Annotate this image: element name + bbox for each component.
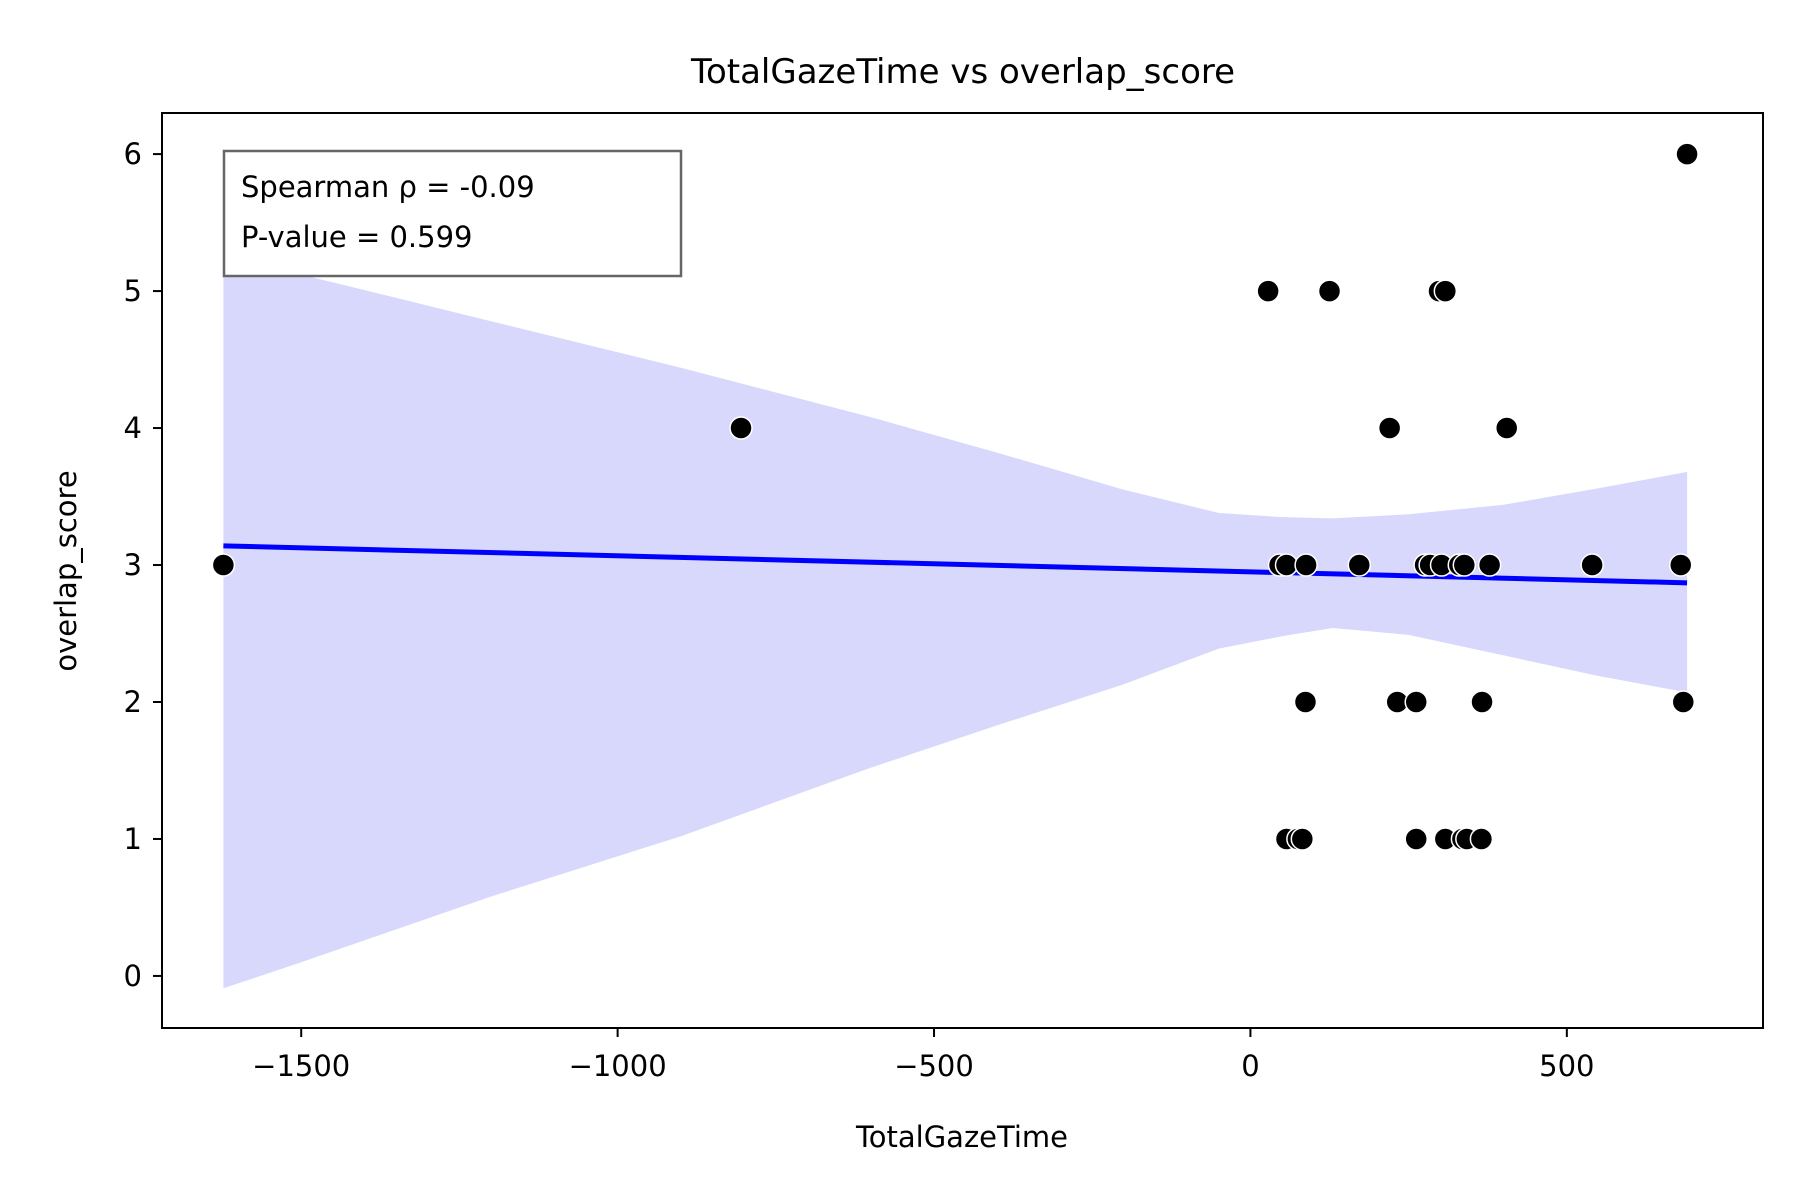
y-tick-label: 6 bbox=[124, 137, 142, 171]
data-point bbox=[1470, 690, 1494, 714]
y-axis-label: overlap_score bbox=[49, 470, 83, 671]
data-point bbox=[1347, 553, 1372, 577]
y-tick-label: 0 bbox=[124, 959, 142, 993]
data-point bbox=[1404, 690, 1428, 714]
data-point bbox=[1477, 553, 1502, 577]
y-axis: 0 1 2 3 4 5 6 bbox=[124, 137, 162, 993]
spearman-text: Spearman ρ = -0.09 bbox=[241, 170, 535, 204]
data-point bbox=[729, 416, 753, 440]
y-tick-label: 5 bbox=[124, 274, 142, 308]
x-axis: −1500 −1000 −500 0 500 bbox=[252, 1028, 1595, 1083]
data-point bbox=[1580, 553, 1604, 577]
data-point bbox=[1294, 553, 1318, 577]
confidence-band bbox=[223, 251, 1688, 989]
x-tick-label: 0 bbox=[1241, 1049, 1259, 1083]
data-point bbox=[1675, 142, 1699, 166]
data-point bbox=[1671, 690, 1696, 714]
data-point bbox=[1290, 827, 1315, 851]
x-axis-label: TotalGazeTime bbox=[855, 1120, 1068, 1154]
y-tick-label: 3 bbox=[124, 548, 142, 582]
data-point bbox=[1317, 279, 1342, 303]
p-value-text: P-value = 0.599 bbox=[241, 220, 473, 254]
y-tick-label: 4 bbox=[124, 411, 142, 445]
x-tick-label: −1000 bbox=[569, 1049, 667, 1083]
data-point bbox=[1433, 279, 1458, 303]
x-tick-label: −500 bbox=[894, 1049, 974, 1083]
data-point bbox=[1293, 690, 1318, 714]
stats-annotation: Spearman ρ = -0.09 P-value = 0.599 bbox=[222, 149, 683, 278]
data-point bbox=[211, 553, 236, 577]
data-point bbox=[1274, 553, 1299, 577]
x-tick-label: 500 bbox=[1539, 1049, 1594, 1083]
plot-area bbox=[211, 142, 1699, 989]
data-point bbox=[1404, 827, 1428, 851]
data-point bbox=[1469, 827, 1494, 851]
data-point bbox=[1377, 416, 1402, 440]
data-point bbox=[1668, 553, 1693, 577]
y-tick-label: 2 bbox=[124, 685, 142, 719]
data-point bbox=[1452, 553, 1477, 577]
axes-frame bbox=[161, 112, 1764, 1029]
data-point bbox=[1256, 279, 1280, 303]
y-tick-label: 1 bbox=[124, 822, 142, 856]
stats-annotation-box bbox=[222, 149, 683, 278]
chart-title: TotalGazeTime vs overlap_score bbox=[690, 52, 1235, 92]
data-point bbox=[1494, 416, 1519, 440]
x-tick-label: −1500 bbox=[252, 1049, 350, 1083]
